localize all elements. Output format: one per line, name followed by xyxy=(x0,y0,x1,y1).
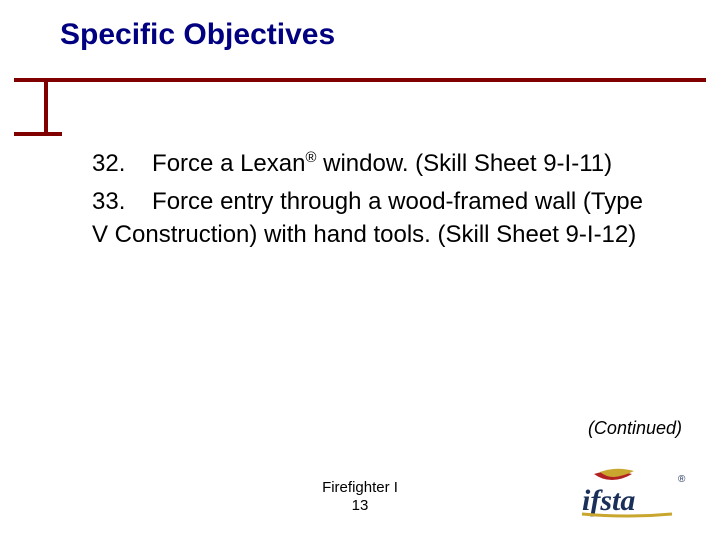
horizontal-rule-stub xyxy=(14,132,62,136)
registered-mark: ® xyxy=(678,474,686,485)
objectives-list: 32. Force a Lexan® window. (Skill Sheet … xyxy=(92,148,652,257)
vertical-rule xyxy=(44,78,48,136)
footer-page-number: 13 xyxy=(352,497,369,514)
footer-course: Firefighter I xyxy=(322,479,398,496)
item-text-pre: Force a Lexan xyxy=(152,150,305,177)
logo-text: ifsta xyxy=(582,484,635,517)
horizontal-rule-top xyxy=(14,78,706,82)
slide-title: Specific Objectives xyxy=(60,18,720,52)
item-number: 33. xyxy=(92,186,125,218)
list-item: 33. Force entry through a wood-framed wa… xyxy=(92,186,652,251)
list-item: 32. Force a Lexan® window. (Skill Sheet … xyxy=(92,148,652,180)
item-text-post: window. (Skill Sheet 9-I-11) xyxy=(316,150,612,177)
item-superscript: ® xyxy=(305,150,316,166)
ifsta-logo: ifsta ® xyxy=(572,466,690,524)
item-number: 32. xyxy=(92,148,125,180)
item-text-pre: Force entry through a wood-framed wall (… xyxy=(92,188,643,247)
continued-label: (Continued) xyxy=(588,418,682,439)
